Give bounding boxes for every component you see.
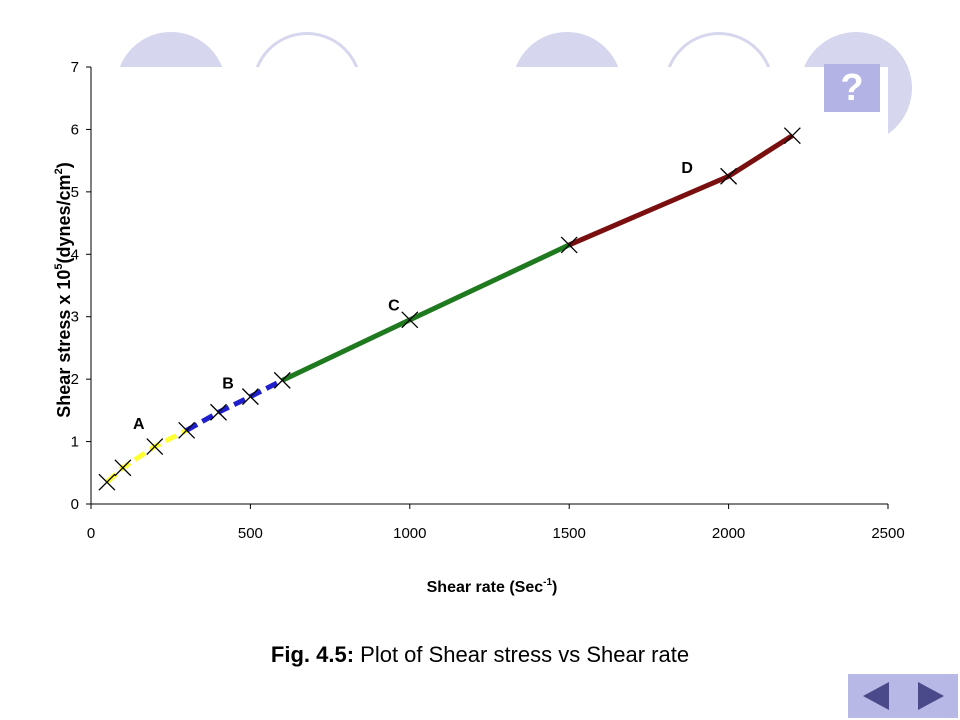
y-axis-label-sup2: 2 — [53, 168, 65, 174]
data-point-marker — [241, 388, 259, 406]
y-tick-label: 7 — [71, 59, 79, 76]
series-b-line — [185, 378, 284, 433]
x-tick-label: 1000 — [393, 525, 426, 542]
x-tick-label: 1500 — [553, 525, 586, 542]
y-axis-label-sup: 5 — [53, 263, 65, 269]
data-point-marker — [98, 473, 116, 491]
help-button[interactable]: ? — [824, 64, 880, 112]
x-axis-label-sup: -1 — [543, 577, 552, 588]
y-tick-label: 5 — [71, 184, 79, 201]
data-point-marker — [114, 459, 132, 477]
y-tick-label: 0 — [71, 496, 79, 513]
y-axis-label-end: ) — [54, 162, 74, 168]
annotation-d: D — [681, 160, 693, 177]
plot-area — [91, 67, 888, 504]
data-point-marker — [273, 371, 291, 389]
caption-fig-number: Fig. 4.5: — [270, 642, 355, 667]
data-point-marker — [210, 403, 227, 421]
annotation-a: A — [133, 416, 145, 433]
annotation-c: C — [388, 297, 400, 314]
triangle-left-icon — [862, 682, 889, 710]
annotation-b: B — [222, 376, 234, 393]
data-point-marker — [720, 167, 738, 185]
caption-text: Plot of Shear stress vs Shear rate — [354, 642, 690, 667]
x-tick-label: 2500 — [871, 525, 904, 542]
data-point-marker — [401, 311, 419, 329]
data-point-marker — [146, 438, 164, 456]
data-point-marker — [178, 421, 196, 439]
y-tick-label: 2 — [71, 371, 79, 388]
y-axis-label-main: Shear stress x 10 — [54, 270, 74, 418]
data-point-marker — [783, 127, 801, 145]
y-axis-label: Shear stress x 105(dynes/cm2) — [53, 162, 74, 417]
y-tick-label: 3 — [71, 309, 79, 326]
y-tick-label: 1 — [71, 434, 79, 451]
x-axis-label-main: Shear rate (Sec — [427, 579, 544, 596]
triangle-right-icon — [917, 682, 944, 710]
nav-bar — [848, 674, 958, 718]
prev-button[interactable] — [854, 676, 898, 716]
axis-ticks: 0 500 1000 1500 2000 2500 0 1 2 3 4 5 6 7 — [71, 59, 905, 542]
y-tick-label: 4 — [71, 246, 79, 263]
marker-layer — [98, 127, 801, 491]
x-tick-label: 500 — [238, 525, 263, 542]
figure-caption: Fig. 4.5: Plot of Shear stress vs Shear … — [0, 642, 960, 668]
y-axis-label-mid: (dynes/cm — [54, 174, 74, 263]
y-tick-label: 6 — [71, 121, 79, 138]
x-axis-label-end: ) — [552, 579, 557, 596]
next-button[interactable] — [909, 676, 953, 716]
x-tick-label: 2000 — [712, 525, 745, 542]
x-tick-label: 0 — [87, 525, 95, 542]
x-axis-label: Shear rate (Sec-1) — [427, 577, 558, 596]
annotation-layer: A B C D — [133, 160, 693, 433]
data-point-marker — [560, 236, 578, 254]
